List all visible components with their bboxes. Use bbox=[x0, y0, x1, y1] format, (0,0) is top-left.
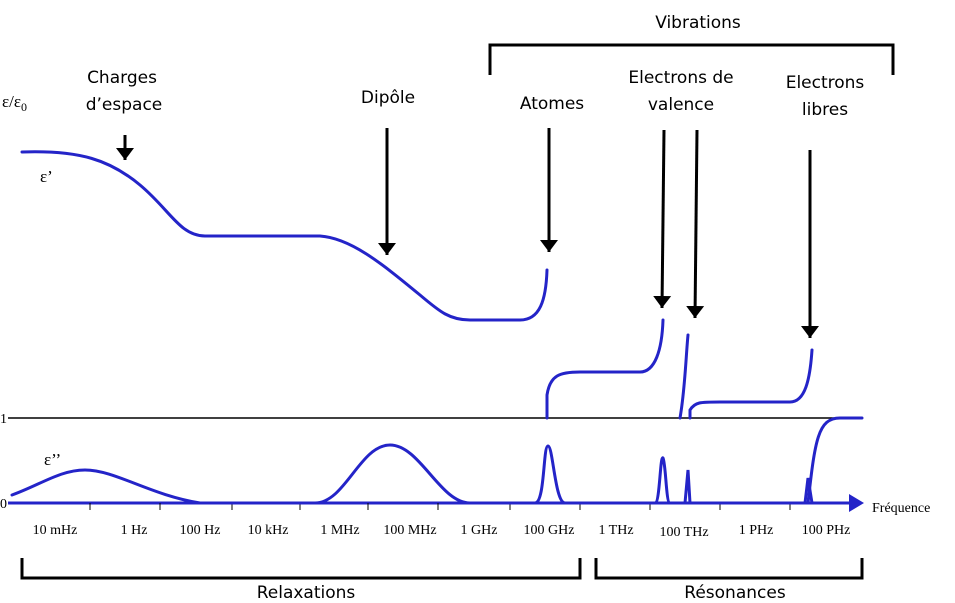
x-tick-label: 1 PHz bbox=[739, 523, 774, 538]
x-tick-label: 1 GHz bbox=[461, 523, 498, 538]
x-tick-label: 100 GHz bbox=[524, 523, 575, 538]
x-tick-label: 1 Hz bbox=[121, 523, 148, 538]
relaxations-bracket bbox=[20, 558, 582, 580]
x-tick-labels: 10 mHz 1 Hz 100 Hz 10 kHz 1 MHz 100 MHz … bbox=[33, 523, 851, 540]
x-tick-label: 10 mHz bbox=[33, 523, 78, 538]
y-tick-one: 1 bbox=[0, 412, 7, 427]
x-tick-label: 10 kHz bbox=[248, 523, 289, 538]
mechanism-label: Charges bbox=[87, 68, 157, 88]
mechanism-labels: Charges d’espace Dipôle Atomes Electrons… bbox=[86, 68, 865, 120]
mechanism-label: valence bbox=[648, 95, 714, 115]
x-tick-label: 100 MHz bbox=[383, 523, 436, 538]
arrows bbox=[116, 128, 819, 338]
x-tick-label: 1 MHz bbox=[320, 523, 359, 538]
mechanism-label: Electrons de bbox=[628, 68, 733, 88]
mechanism-label: libres bbox=[802, 100, 848, 120]
mechanism-label: d’espace bbox=[86, 95, 163, 115]
y-tick-zero: 0 bbox=[0, 497, 7, 512]
imaginary-curve bbox=[10, 443, 814, 505]
x-tick-label: 100 PHz bbox=[802, 523, 851, 538]
x-tick-label: 100 THz bbox=[659, 525, 708, 540]
group-label: Vibrations bbox=[655, 13, 741, 33]
x-tick-label: 1 THz bbox=[598, 523, 633, 538]
mechanism-label: Atomes bbox=[520, 94, 584, 114]
y-label: ε/ε0 bbox=[2, 92, 27, 114]
resonances-bracket bbox=[594, 558, 864, 580]
vibrations-bracket bbox=[488, 43, 895, 75]
x-tick-label: 100 Hz bbox=[180, 523, 221, 538]
real-curve bbox=[20, 150, 864, 505]
group-label: Relaxations bbox=[257, 583, 356, 603]
imaginary-label: ε’’ bbox=[44, 450, 61, 469]
mechanism-label: Electrons bbox=[786, 73, 865, 93]
mechanism-label: Dipôle bbox=[361, 88, 415, 108]
real-label: ε’ bbox=[40, 167, 53, 186]
x-label: Fréquence bbox=[872, 501, 930, 516]
group-label: Résonances bbox=[684, 583, 786, 603]
